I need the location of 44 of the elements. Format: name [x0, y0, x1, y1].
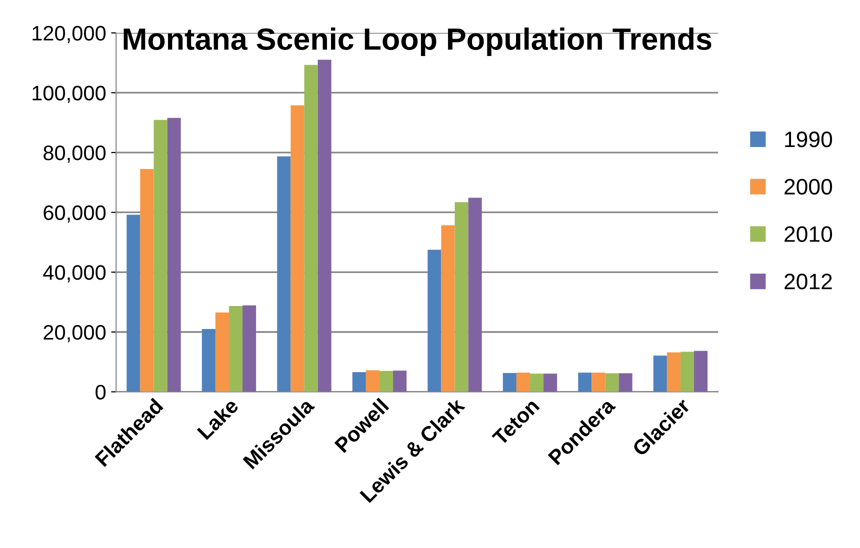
bar: [468, 198, 482, 392]
bar: [379, 370, 394, 392]
bar: [454, 202, 468, 392]
bar: [578, 372, 592, 392]
bar: [441, 225, 455, 392]
bar: [140, 168, 154, 392]
bar: [393, 370, 407, 392]
bar: [126, 214, 140, 392]
bar: [530, 374, 544, 392]
bar: [352, 372, 366, 392]
bar: [318, 60, 332, 392]
bar: [680, 352, 694, 392]
legend-label: 2010: [784, 226, 832, 242]
bar: [694, 350, 708, 392]
y-tick-label: 100,000: [32, 86, 106, 103]
bar: [544, 374, 558, 392]
bar: [242, 305, 256, 392]
bar: [366, 370, 380, 392]
chart-title: Montana Scenic Loop Population Trends: [124, 28, 712, 56]
bar: [277, 156, 291, 392]
bar: [167, 118, 181, 392]
bar: [516, 372, 530, 392]
y-tick-label: 20,000: [44, 325, 106, 342]
legend-label: 2000: [784, 178, 832, 195]
y-tick-label: 40,000: [43, 265, 106, 282]
bar: [666, 352, 680, 392]
bar: [202, 329, 216, 392]
y-tick-label: 120,000: [32, 26, 106, 44]
bar: [502, 372, 516, 392]
bar: [228, 306, 243, 392]
bar: [290, 105, 304, 392]
y-tick-label: 80,000: [44, 146, 106, 163]
bar: [592, 372, 606, 392]
legend-label: 2012: [784, 274, 832, 290]
legend-label: 1990: [785, 132, 832, 148]
bar: [605, 373, 619, 392]
bar: [215, 312, 229, 392]
bar: [618, 373, 632, 392]
y-tick-label: 60,000: [44, 205, 106, 223]
bar: [428, 250, 442, 392]
y-tick-label: 0: [96, 384, 106, 400]
bar: [304, 64, 318, 392]
bar: [653, 356, 667, 392]
bar: [154, 120, 168, 392]
